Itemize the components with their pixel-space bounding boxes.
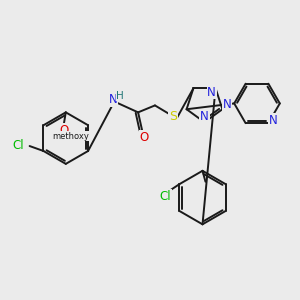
Text: Cl: Cl xyxy=(160,190,171,202)
Text: N: N xyxy=(223,98,232,111)
Text: S: S xyxy=(169,110,177,123)
Text: Cl: Cl xyxy=(12,139,24,152)
Text: N: N xyxy=(200,110,209,123)
Text: H: H xyxy=(116,91,124,100)
Text: N: N xyxy=(269,114,278,127)
Text: N: N xyxy=(109,93,118,106)
Text: O: O xyxy=(59,124,68,137)
Text: O: O xyxy=(140,130,149,144)
Text: N: N xyxy=(207,86,216,99)
Text: methoxy: methoxy xyxy=(52,132,89,141)
